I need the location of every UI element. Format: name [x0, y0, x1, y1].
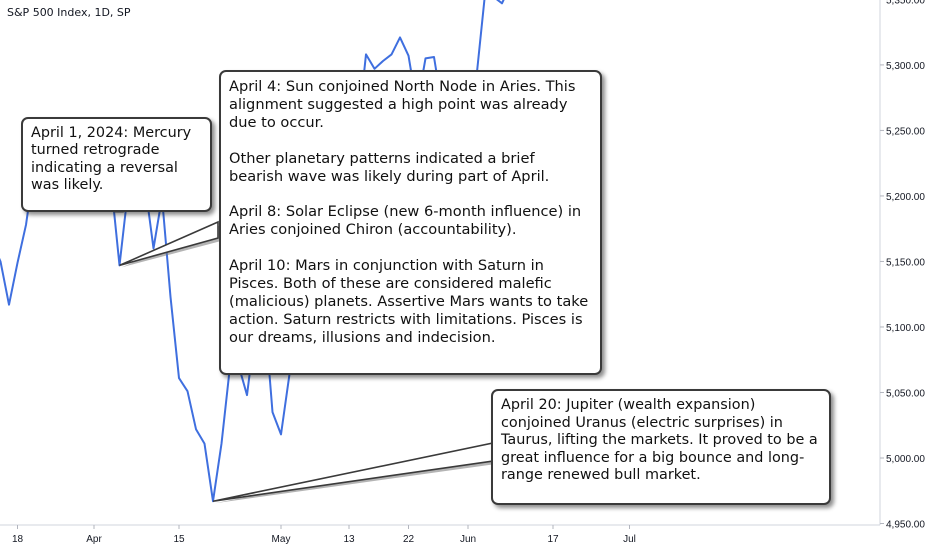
- x-tick-label: Apr: [86, 534, 102, 545]
- x-tick-label: 22: [403, 534, 415, 545]
- x-tick-label: Jun: [460, 534, 476, 545]
- y-tick-label: 5,100.00: [886, 323, 925, 334]
- chart-title: S&P 500 Index, 1D, SP: [7, 6, 131, 19]
- y-tick-label: 5,350.00: [886, 0, 925, 6]
- y-tick-label: 5,050.00: [886, 388, 925, 399]
- y-tick-label: 5,150.00: [886, 257, 925, 268]
- x-tick-label: Jul: [623, 534, 636, 545]
- x-tick-label: May: [272, 534, 291, 545]
- callout-pointer-april-aspects: [119, 220, 219, 267]
- callout-mercury-retrograde: April 1, 2024: Mercury turned retrograde…: [21, 117, 212, 212]
- y-tick-label: 5,000.00: [886, 454, 925, 465]
- y-tick-label: 4,950.00: [886, 520, 925, 531]
- x-tick-label: 13: [343, 534, 355, 545]
- x-tick-label: 15: [173, 534, 185, 545]
- callout-pointer-jupiter: [212, 442, 494, 503]
- y-tick-label: 5,250.00: [886, 126, 925, 137]
- x-tick-label: 18: [12, 534, 24, 545]
- callout-april-aspects: April 4: Sun conjoined North Node in Ari…: [219, 70, 602, 375]
- callout-jupiter-uranus: April 20: Jupiter (wealth expansion) con…: [491, 389, 831, 505]
- y-tick-label: 5,300.00: [886, 61, 925, 72]
- x-tick-label: 17: [547, 534, 559, 545]
- y-tick-label: 5,200.00: [886, 192, 925, 203]
